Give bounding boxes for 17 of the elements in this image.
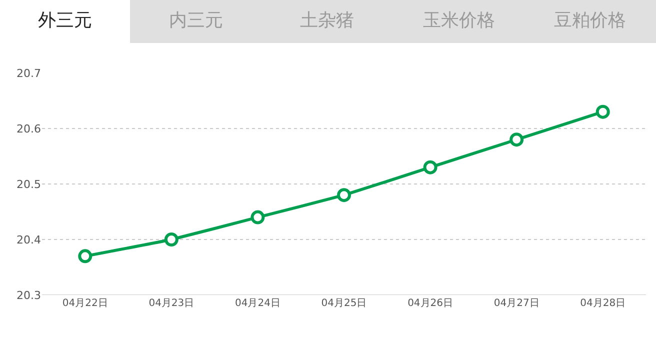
y-tick-label: 20.5: [16, 178, 41, 191]
x-tick-label: 04月23日: [148, 298, 194, 309]
x-tick-label: 04月24日: [234, 298, 280, 309]
x-tick-label: 04月27日: [494, 298, 540, 309]
text: 内三元: [169, 10, 223, 31]
x-tick-label: 04月25日: [321, 298, 367, 309]
x-tick-label: 04月22日: [62, 298, 108, 309]
y-tick-label: 20.7: [16, 66, 41, 80]
x-tick-label: 04月26日: [408, 298, 454, 309]
text: 外三元: [38, 10, 92, 31]
y-tick-label: 20.3: [16, 288, 41, 302]
y-tick-label: 20.6: [16, 122, 41, 136]
x-tick-label: 04月28日: [580, 298, 626, 309]
text: 豆粕价格: [554, 10, 626, 31]
y-tick-label: 20.4: [16, 233, 41, 246]
text: 土杂猪: [300, 10, 354, 31]
text: 玉米价格: [423, 10, 495, 31]
